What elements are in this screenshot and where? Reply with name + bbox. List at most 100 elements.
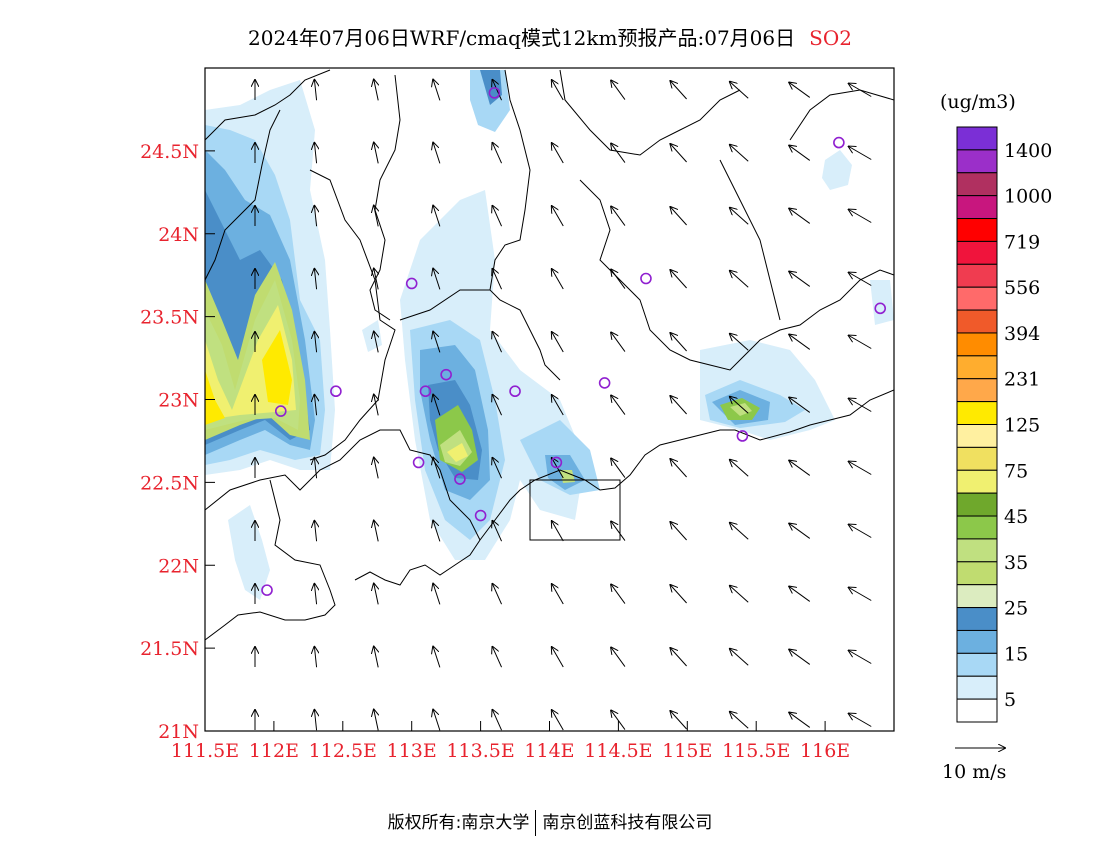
wind-arrow bbox=[314, 332, 316, 353]
colorbar-segment bbox=[956, 309, 998, 334]
monitoring-stations bbox=[261, 87, 887, 596]
wind-arrow bbox=[492, 521, 503, 542]
colorbar-segment bbox=[956, 263, 998, 288]
pollutant-label: SO2 bbox=[809, 26, 852, 50]
wind-arrow bbox=[492, 647, 503, 668]
colorbar-segment bbox=[956, 332, 998, 357]
wind-arrow bbox=[492, 395, 503, 416]
x-axis: 111.5E 112E 112.5E 113E 113.5E 114E 114.5E 115E… bbox=[171, 721, 850, 762]
x-tick-label: 116E bbox=[800, 740, 850, 762]
colorbar-segment bbox=[956, 652, 998, 677]
colorbar-segment bbox=[956, 675, 998, 700]
wind-arrow bbox=[433, 332, 441, 353]
wind-arrow bbox=[374, 80, 378, 101]
wind-arrow bbox=[433, 584, 441, 605]
boundary-lines bbox=[205, 69, 894, 641]
wind-arrow bbox=[849, 147, 872, 160]
wind-arrow bbox=[433, 521, 441, 542]
wind-arrow bbox=[730, 208, 749, 225]
colorbar-segment bbox=[956, 240, 998, 265]
colorbar-unit: (ug/m3) bbox=[940, 91, 1016, 113]
y-tick-label: 23.5N bbox=[140, 307, 199, 329]
x-tick-label: 112E bbox=[249, 740, 299, 762]
wind-vector-field bbox=[255, 80, 872, 731]
wind-arrow bbox=[789, 650, 811, 665]
wind-arrow bbox=[730, 460, 749, 477]
copyright-right: 南京创蓝科技有限公司 bbox=[542, 813, 713, 833]
wind-arrow bbox=[314, 521, 316, 542]
station-marker bbox=[509, 385, 521, 398]
wind-arrow bbox=[849, 462, 872, 475]
wind-arrow bbox=[552, 269, 564, 290]
wind-arrow bbox=[730, 334, 749, 351]
wind-arrow bbox=[433, 647, 441, 668]
wind-arrow bbox=[730, 523, 749, 540]
wind-arrow bbox=[611, 710, 626, 730]
colorbar-label: 556 bbox=[1004, 277, 1040, 299]
wind-arrow bbox=[789, 335, 811, 350]
wind-arrow bbox=[433, 80, 441, 101]
station-marker bbox=[330, 385, 342, 398]
wind-arrow bbox=[789, 713, 811, 728]
wind-arrow bbox=[670, 333, 687, 352]
x-tick-label: 113E bbox=[387, 740, 437, 762]
wind-arrow bbox=[492, 332, 503, 353]
station-marker bbox=[640, 272, 652, 285]
wind-arrow bbox=[433, 269, 441, 290]
colorbar-segment bbox=[956, 218, 998, 242]
wind-arrow bbox=[552, 584, 564, 605]
wind-arrow bbox=[670, 270, 687, 289]
wind-arrow bbox=[730, 271, 749, 288]
wind-arrow bbox=[849, 525, 872, 538]
wind-arrow bbox=[789, 83, 811, 98]
colorbar: 1400 1000 719 556 394 231 125 75 45 35 25 15 5 bbox=[956, 126, 1052, 723]
wind-arrow bbox=[492, 269, 503, 290]
y-tick-label: 22.5N bbox=[140, 472, 199, 494]
wind-arrow bbox=[670, 207, 687, 226]
wind-arrow bbox=[433, 458, 441, 479]
wind-arrow bbox=[552, 80, 564, 101]
wind-arrow bbox=[552, 710, 564, 731]
wind-arrow bbox=[552, 143, 564, 164]
wind-arrow bbox=[730, 82, 749, 99]
colorbar-segment bbox=[956, 172, 998, 197]
wind-arrow bbox=[849, 399, 872, 412]
wind-arrow bbox=[552, 395, 564, 416]
y-tick-label: 21N bbox=[158, 721, 199, 743]
wind-arrow bbox=[730, 586, 749, 603]
wind-arrow bbox=[433, 206, 441, 227]
wind-arrow bbox=[492, 80, 503, 101]
colorbar-segment bbox=[956, 446, 998, 471]
station-marker bbox=[488, 87, 501, 99]
wind-arrow bbox=[670, 711, 687, 730]
colorbar-segment bbox=[956, 515, 998, 540]
wind-arrow bbox=[611, 269, 626, 289]
y-tick-label: 21.5N bbox=[140, 638, 199, 660]
colorbar-label: 394 bbox=[1004, 323, 1040, 345]
colorbar-segment bbox=[956, 378, 998, 403]
colorbar-label: 35 bbox=[1004, 552, 1028, 574]
x-tick-label: 113.5E bbox=[446, 740, 514, 762]
wind-arrow bbox=[789, 146, 811, 161]
wind-arrow bbox=[314, 80, 316, 101]
wind-arrow bbox=[552, 521, 564, 542]
y-axis: 24.5N 24N 23.5N 23N 22.5N 22N 21.5N 21N bbox=[140, 141, 215, 743]
wind-arrow bbox=[849, 210, 872, 223]
wind-arrow bbox=[730, 145, 749, 162]
wind-arrow bbox=[492, 458, 503, 479]
wind-arrow bbox=[433, 143, 441, 164]
wind-arrow bbox=[611, 206, 626, 226]
wind-arrow bbox=[314, 710, 316, 731]
wind-arrow bbox=[374, 395, 378, 416]
station-marker bbox=[474, 509, 487, 522]
wind-arrow bbox=[670, 648, 687, 667]
wind-arrow bbox=[374, 269, 378, 290]
y-tick-label: 23N bbox=[158, 390, 199, 412]
wind-arrow bbox=[314, 269, 316, 290]
colorbar-segment bbox=[956, 492, 998, 517]
wind-arrow bbox=[314, 647, 316, 668]
colorbar-label: 1400 bbox=[1004, 140, 1052, 162]
wind-arrow bbox=[492, 143, 503, 164]
colorbar-label: 75 bbox=[1004, 460, 1028, 482]
